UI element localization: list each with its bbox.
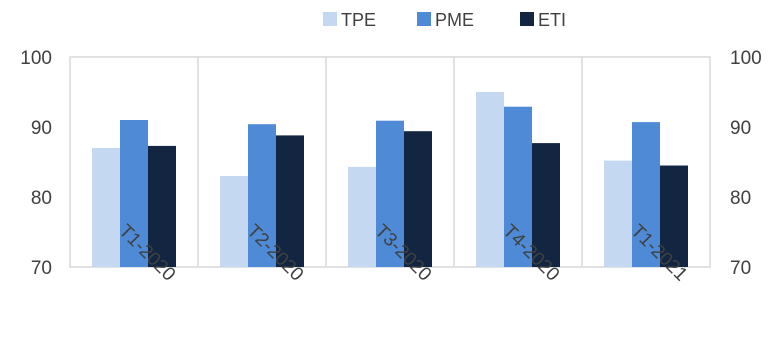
legend-label-eti: ETI: [538, 10, 566, 30]
y-tick-label-left: 100: [20, 48, 52, 69]
bar-tpe: [92, 148, 120, 267]
legend-label-tpe: TPE: [341, 10, 376, 30]
bar-pme: [376, 120, 404, 267]
bar-pme: [504, 106, 532, 267]
y-tick-label-left: 70: [31, 258, 52, 279]
bar-tpe: [348, 166, 376, 267]
bar-eti: [148, 145, 176, 267]
bar-pme: [248, 124, 276, 267]
bar-tpe: [220, 176, 248, 267]
y-tick-label-right: 90: [730, 118, 751, 139]
y-tick-label-left: 80: [31, 188, 52, 209]
legend-swatch-pme: [417, 12, 431, 26]
legend-swatch-eti: [520, 12, 534, 26]
legend-swatch-tpe: [323, 12, 337, 26]
bar-eti: [532, 143, 560, 267]
bar-pme: [632, 122, 660, 267]
y-tick-label-left: 90: [31, 118, 52, 139]
y-tick-label-right: 80: [730, 188, 751, 209]
y-tick-label-right: 100: [730, 48, 762, 69]
bar-eti: [404, 131, 432, 267]
y-tick-label-right: 70: [730, 258, 751, 279]
legend-label-pme: PME: [435, 10, 474, 30]
bar-tpe: [604, 160, 632, 267]
bar-pme: [120, 120, 148, 267]
bar-eti: [276, 135, 304, 267]
bar-eti: [660, 165, 688, 267]
bar-tpe: [476, 92, 504, 267]
